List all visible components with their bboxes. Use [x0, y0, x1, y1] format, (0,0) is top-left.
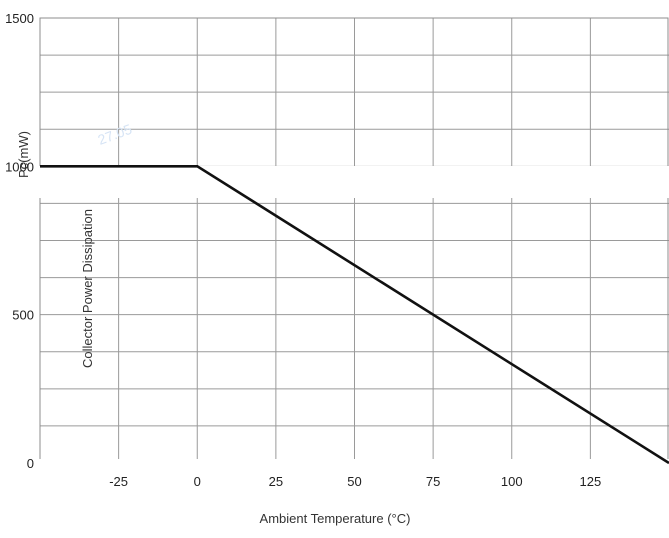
y-axis-label: Collector Power Dissipation [80, 209, 95, 368]
scan-artifacts [0, 166, 669, 489]
watermark: 27.05 [96, 121, 135, 148]
y-tick-labels: 0 500 1000 1500 [5, 11, 34, 471]
x-axis-label: Ambient Temperature (°C) [260, 511, 411, 526]
unit-label: Pc(mW) [16, 131, 31, 178]
x-tick-label: 50 [347, 474, 361, 489]
power-curve [40, 165, 669, 465]
x-tick-label: -25 [109, 474, 128, 489]
y-tick-label: 500 [12, 308, 34, 323]
x-tick-label: 75 [426, 474, 440, 489]
grid [39, 17, 669, 464]
x-tick-label: 100 [501, 474, 523, 489]
series-line [40, 165, 669, 465]
x-tick-label: 0 [194, 474, 201, 489]
x-tick-labels: -25 0 25 50 75 100 125 [109, 474, 601, 489]
x-tick-label: 25 [269, 474, 283, 489]
y-tick-label: 1500 [5, 11, 34, 26]
y-tick-label: 0 [27, 456, 34, 471]
y-tick-label: 1000 [5, 159, 34, 174]
x-tick-label: 125 [580, 474, 602, 489]
